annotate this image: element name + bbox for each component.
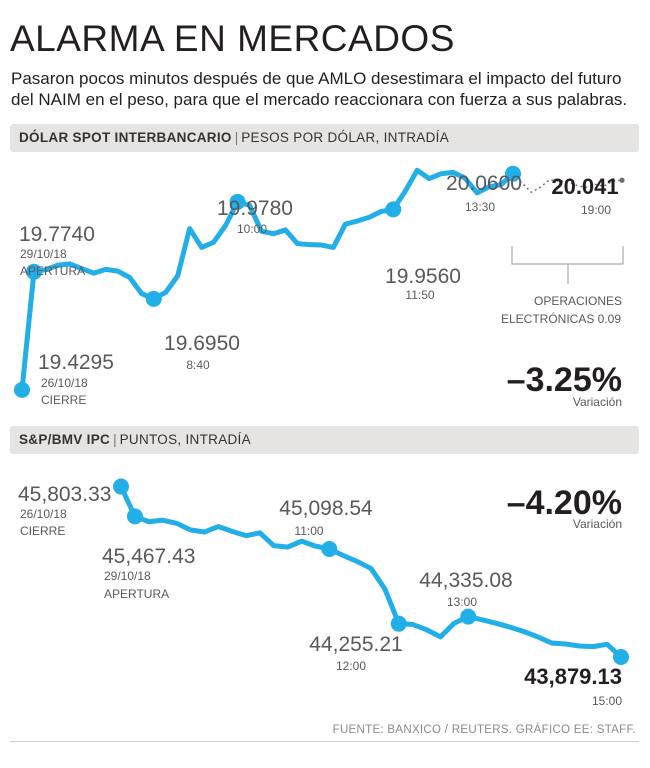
usd-electronic-series-line (512, 173, 623, 194)
usd-label-1150-value: 19.9560 (385, 265, 461, 288)
header-separator: | (113, 432, 117, 447)
ipc-label-1200-value: 44,255.21 (309, 633, 402, 656)
usd-label-cierre-value: 19.4295 (38, 351, 114, 374)
usd-electronic-note-line2: ELECTRÓNICAS 0.09 (501, 311, 621, 326)
ipc-label-1300-value: 44,335.08 (419, 569, 512, 592)
ipc-label-1100-time: 11:00 (294, 524, 323, 538)
ipc-point-apertura (126, 508, 143, 525)
usd-label-1150-time: 11:50 (405, 288, 434, 302)
usd-change-value: –3.25% (507, 361, 622, 399)
ipc-chart-header: S&P/BMV IPC | PUNTOS, INTRADÍA (10, 426, 639, 454)
usd-point-1330 (505, 165, 521, 182)
usd-change-label: Variación (573, 395, 622, 409)
usd-chart-unit: PESOS POR DÓLAR, INTRADÍA (241, 130, 450, 145)
ipc-label-1300-time: 13:00 (447, 595, 477, 609)
usd-label-1000-time: 10:00 (237, 222, 267, 236)
footer-divider (10, 741, 639, 742)
ipc-label-1100-value: 45,098.54 (279, 497, 373, 520)
usd-chart-header: DÓLAR SPOT INTERBANCARIO | PESOS POR DÓLAR… (10, 124, 639, 152)
usd-point-1000 (229, 193, 246, 210)
ipc-label-1500-value: 43,879.13 (524, 664, 622, 689)
usd-point-1150 (385, 201, 402, 218)
ipc-chart-title: S&P/BMV IPC (19, 432, 111, 447)
usd-point-840 (145, 290, 162, 307)
ipc-label-1200-time: 12:00 (336, 659, 366, 673)
ipc-point-cierre (113, 478, 129, 495)
ipc-point-1200 (390, 615, 407, 632)
page-subtitle: Pasaron pocos minutos después de que AML… (11, 69, 628, 109)
usd-label-1330-time: 13:30 (465, 200, 495, 214)
usd-label-1900-time: 19:00 (581, 203, 611, 217)
ipc-point-1100 (321, 540, 338, 557)
usd-label-cierre-date: 26/10/18 (41, 376, 88, 390)
ipc-label-cierre-value: 45,803.33 (18, 483, 111, 506)
header-separator: | (234, 130, 239, 145)
usd-electronic-note-line1: OPERACIONES (534, 294, 622, 308)
ipc-label-1500-time: 15:00 (592, 694, 622, 708)
usd-electronic-end-point (619, 177, 625, 183)
ipc-label-apertura-value: 45,467.43 (102, 545, 195, 568)
usd-label-840-value: 19.6950 (164, 332, 240, 355)
ipc-label-cierre-date: 26/10/18 (20, 507, 67, 521)
usd-label-cierre-tag: CIERRE (41, 393, 86, 407)
usd-label-1000-value: 19.9780 (217, 197, 293, 220)
ipc-point-1300 (460, 608, 477, 625)
usd-point-apertura (25, 263, 42, 280)
usd-electronic-bracket (511, 246, 624, 284)
ipc-change-value: –4.20% (507, 484, 622, 522)
ipc-change-label: Variación (573, 517, 622, 531)
page-title: ALARMA EN MERCADOS (10, 18, 455, 59)
usd-label-1330-value: 20.0600 (446, 172, 522, 195)
ipc-label-cierre-tag: CIERRE (20, 524, 65, 538)
ipc-label-apertura-tag: APERTURA (104, 587, 169, 601)
ipc-chart-unit: PUNTOS, INTRADÍA (119, 432, 251, 447)
usd-series-line (19, 167, 516, 393)
usd-label-apertura-date: 29/10/18 (20, 247, 67, 261)
usd-label-apertura-value: 19.7740 (19, 223, 95, 246)
usd-label-1900-value: 20.041 (551, 174, 618, 199)
usd-point-cierre (14, 381, 30, 398)
ipc-point-1500 (613, 648, 629, 665)
ipc-series-line (118, 484, 624, 660)
usd-label-apertura-tag: APERTURA (20, 264, 85, 278)
usd-label-840-time: 8:40 (186, 358, 210, 372)
source-footer: FUENTE: BANXICO / REUTERS. GRÁFICO EE: S… (332, 724, 636, 736)
ipc-label-apertura-date: 29/10/18 (104, 569, 151, 583)
usd-chart-title: DÓLAR SPOT INTERBANCARIO (19, 130, 232, 145)
